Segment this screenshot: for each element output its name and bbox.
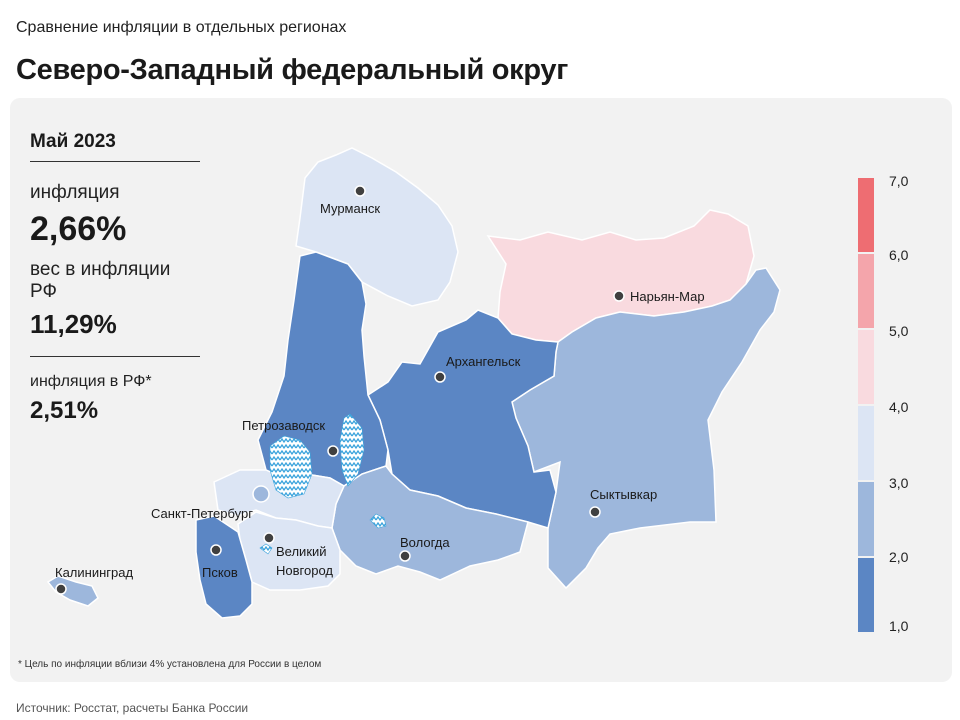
weight-value: 11,29% bbox=[30, 309, 117, 339]
city-label-vologda: Вологда bbox=[400, 535, 450, 550]
city-label-novgorod-2: Новгород bbox=[276, 563, 333, 578]
city-dot-arkhangelsk bbox=[434, 371, 446, 383]
city-dot-murmansk bbox=[354, 185, 366, 197]
region-spb bbox=[252, 485, 270, 503]
region-pskov bbox=[195, 515, 253, 619]
city-dot-kaliningrad bbox=[55, 583, 67, 595]
footnote: * Цель по инфляции вблизи 4% установлена… bbox=[18, 659, 322, 670]
legend-bar bbox=[858, 178, 874, 632]
city-dot-novgorod bbox=[263, 532, 275, 544]
lake-beloye bbox=[369, 513, 387, 529]
legend-tick: 2,0 bbox=[889, 549, 909, 565]
legend-bin-6-7 bbox=[858, 178, 874, 252]
rf-inflation-label: инфляция в РФ* bbox=[30, 373, 152, 390]
legend-tick: 4,0 bbox=[889, 399, 909, 415]
city-dot-petrozavodsk bbox=[327, 445, 339, 457]
info-block: Май 2023 инфляция 2,66% вес в инфляции Р… bbox=[30, 131, 200, 425]
legend-tick: 7,0 bbox=[889, 173, 909, 189]
lake-ilmen bbox=[259, 543, 273, 555]
divider bbox=[30, 356, 200, 357]
legend-bin-3-4 bbox=[858, 406, 874, 480]
inflation-value: 2,66% bbox=[30, 210, 127, 248]
city-label-naryan-mar: Нарьян-Мар bbox=[630, 289, 705, 304]
inflation-label: инфляция bbox=[30, 182, 120, 203]
region-vologda bbox=[331, 465, 529, 581]
rf-inflation-value: 2,51% bbox=[30, 397, 99, 424]
source-note: Источник: Росстат, расчеты Банка России bbox=[16, 701, 249, 715]
legend-bin-5-6 bbox=[858, 254, 874, 328]
city-label-kaliningrad: Калининград bbox=[55, 565, 133, 580]
legend-tick: 5,0 bbox=[889, 323, 909, 339]
period-label: Май 2023 bbox=[30, 131, 116, 152]
divider bbox=[30, 161, 200, 162]
city-dot-pskov bbox=[210, 544, 222, 556]
city-label-murmansk: Мурманск bbox=[320, 201, 380, 216]
city-dot-vologda bbox=[399, 550, 411, 562]
page-title: Северо-Западный федеральный округ bbox=[16, 54, 569, 86]
city-label-syktyvkar: Сыктывкар bbox=[590, 487, 657, 502]
legend-bin-4-5 bbox=[858, 330, 874, 404]
lake-ladoga bbox=[269, 435, 313, 499]
region-kaliningrad bbox=[46, 575, 99, 607]
city-label-arkhangelsk: Архангельск bbox=[446, 354, 521, 369]
legend-bin-1-2 bbox=[858, 558, 874, 632]
city-dot-syktyvkar bbox=[589, 506, 601, 518]
city-label-petrozavodsk: Петрозаводск bbox=[242, 418, 325, 433]
weight-label: вес в инфляции РФ bbox=[30, 259, 171, 302]
lake-onega bbox=[339, 413, 365, 487]
city-dot-naryan-mar bbox=[613, 290, 625, 302]
page-subtitle: Сравнение инфляции в отдельных регионах bbox=[16, 19, 347, 36]
legend-tick: 6,0 bbox=[889, 247, 909, 263]
city-label-novgorod-1: Великий bbox=[276, 544, 327, 559]
legend-bin-2-3 bbox=[858, 482, 874, 556]
legend-tick: 3,0 bbox=[889, 475, 909, 491]
city-label-spb: Санкт-Петербург bbox=[151, 506, 253, 521]
legend-tick: 1,0 bbox=[889, 618, 909, 634]
city-label-pskov: Псков bbox=[202, 565, 238, 580]
